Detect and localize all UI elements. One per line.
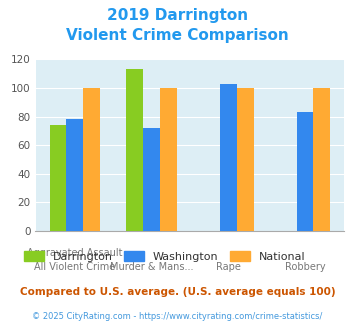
Text: Compared to U.S. average. (U.S. average equals 100): Compared to U.S. average. (U.S. average … <box>20 287 335 297</box>
Text: All Violent Crime: All Violent Crime <box>34 262 115 272</box>
Text: Rape: Rape <box>216 262 241 272</box>
Bar <box>296 112 313 231</box>
Bar <box>66 119 83 231</box>
Text: © 2025 CityRating.com - https://www.cityrating.com/crime-statistics/: © 2025 CityRating.com - https://www.city… <box>32 312 323 321</box>
Bar <box>313 88 330 231</box>
Bar <box>220 84 237 231</box>
Bar <box>160 88 177 231</box>
Bar <box>50 125 66 231</box>
Bar <box>143 128 160 231</box>
Bar <box>126 69 143 231</box>
Bar <box>237 88 253 231</box>
Text: Aggravated Assault: Aggravated Assault <box>27 248 122 258</box>
Legend: Darrington, Washington, National: Darrington, Washington, National <box>20 247 310 267</box>
Bar <box>83 88 100 231</box>
Text: Violent Crime Comparison: Violent Crime Comparison <box>66 28 289 43</box>
Text: Murder & Mans...: Murder & Mans... <box>110 262 193 272</box>
Text: Robbery: Robbery <box>285 262 325 272</box>
Text: 2019 Darrington: 2019 Darrington <box>107 8 248 23</box>
